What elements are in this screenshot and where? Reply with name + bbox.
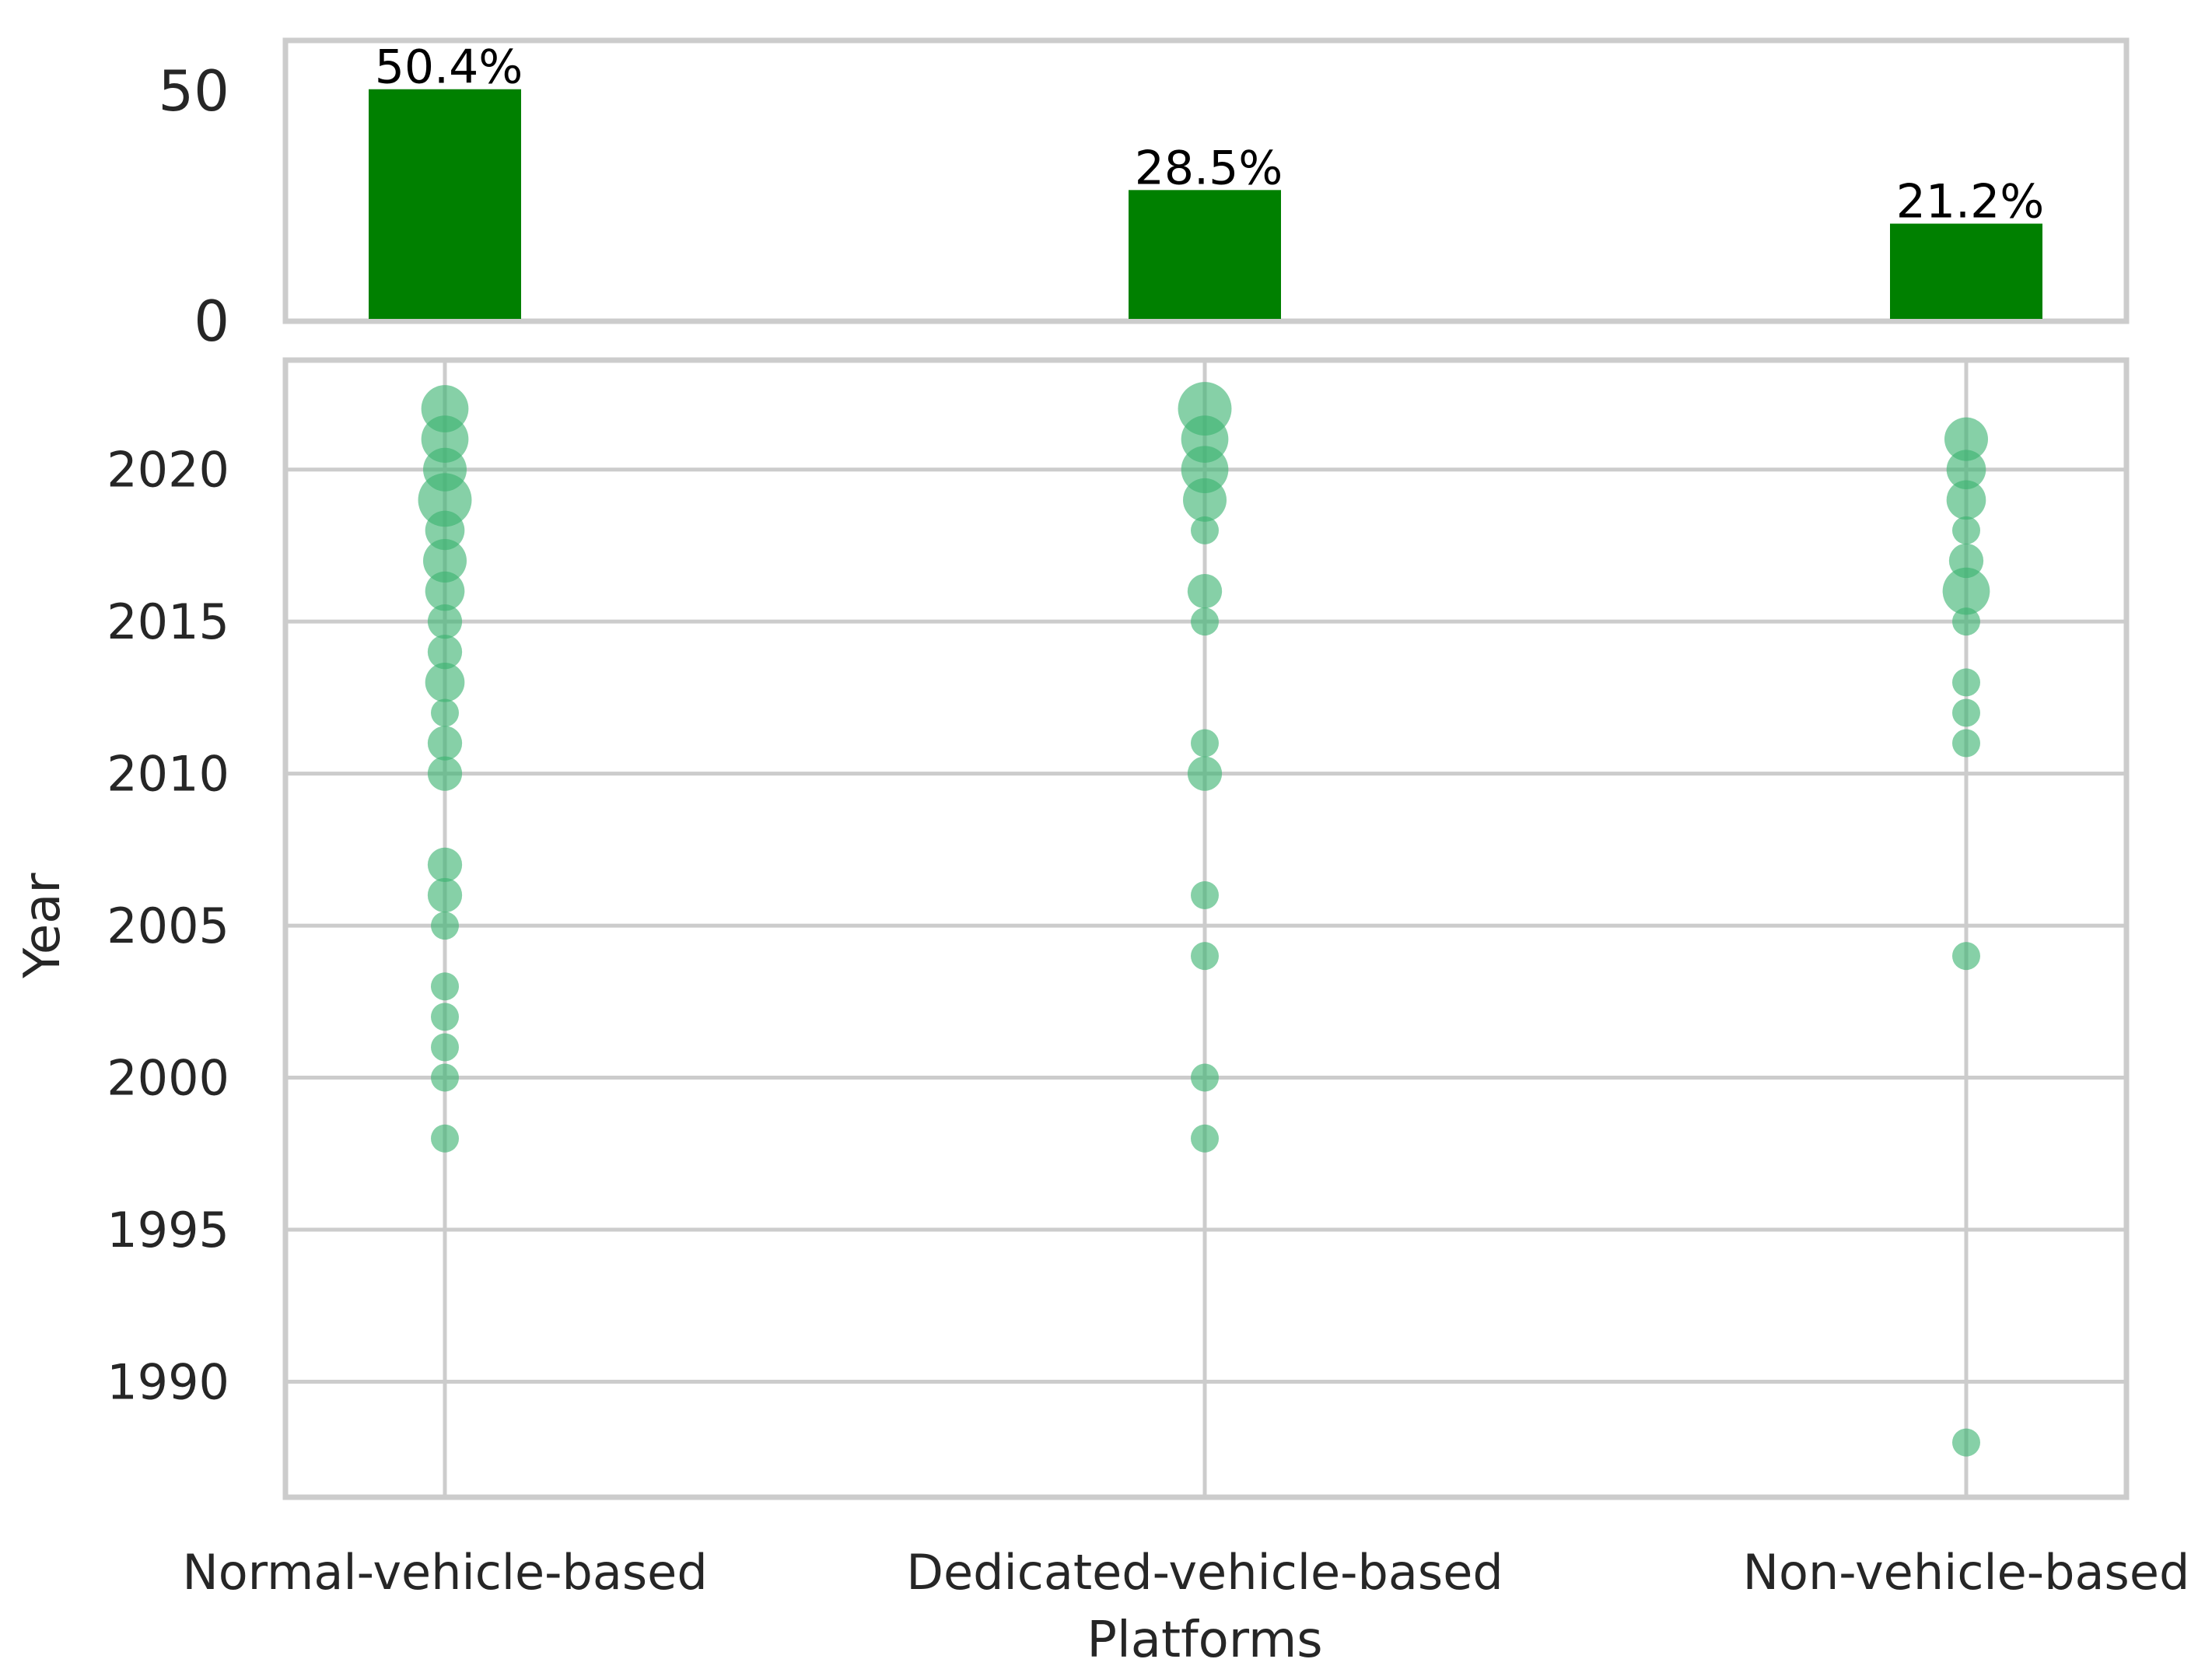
bubble-series [1942,417,1990,1457]
bubble-point [1191,516,1219,544]
bubble-point [431,912,459,940]
bar-data-label: 50.4% [375,40,523,95]
y-tick-label: 2020 [107,442,229,499]
y-axis-title: Year [14,873,72,979]
bubble-point [1191,1063,1219,1092]
bubble-point [1952,607,1980,636]
bubble-point [1181,446,1229,494]
x-axis-title: Platforms [1087,1612,1322,1669]
bubble-point [431,1063,459,1092]
bubble-point [1946,480,1986,520]
bubble-point [1952,698,1980,727]
bubble-point [418,473,472,527]
bubble-point [1191,607,1219,636]
bubble-point [1191,1124,1219,1153]
y-tick-label: 1990 [107,1353,229,1410]
bubble-point [425,510,465,551]
y-tick-label: 2015 [107,593,229,650]
bubble-point [1952,1428,1980,1457]
bubble-point [431,1033,459,1062]
bubble-point [1952,516,1980,544]
bubble-point [1952,729,1980,758]
bubble-point [427,756,463,791]
y-tick-label: 2005 [107,898,229,954]
bubble-point [1183,478,1227,522]
bar-data-label: 21.2% [1896,175,2045,229]
x-tick-label: Non-vehicle-based [1743,1544,2190,1601]
bubble-point [1191,729,1219,758]
y-tick-label: 1995 [107,1202,229,1258]
x-tick-label: Dedicated-vehicle-based [906,1544,1503,1601]
bubble-point [1187,573,1223,609]
bubble-point [431,972,459,1001]
bar [369,89,521,320]
bubble-point [423,539,467,583]
bubble-point [1946,450,1986,490]
bubble-point [427,877,463,913]
bubble-point [1191,881,1219,909]
bubble-point [427,635,463,670]
bubble-point [1944,417,1988,461]
y-tick-label: 2000 [107,1050,229,1107]
bar [1129,190,1281,319]
bubble-point [1942,567,1990,615]
bubble-panel: 1990 1995 2000 2005 2010 2015 2020 Normal-vehic… [107,357,2190,1601]
bar-y-tick-label: 0 [194,289,229,354]
bubble-point [425,663,465,702]
bubble-point [431,698,459,727]
bubble-point [431,1003,459,1031]
bubble-point [427,604,463,639]
bar-panel: 0 50 50.4% 28.5% 21.2% [158,37,2130,354]
bar-panel-frame [282,37,2130,324]
bubble-point [421,415,469,463]
bubble-series [1178,382,1232,1153]
bar [1890,223,2042,319]
bubble-point [1952,942,1980,971]
bubble-series [418,385,472,1153]
bubble-panel-frame [282,357,2130,1500]
y-tick-label: 2010 [107,746,229,803]
bar-y-tick-label: 50 [158,58,229,124]
bar-data-label: 28.5% [1135,141,1283,195]
bubble-point [1191,942,1219,971]
bubble-point [427,847,463,883]
bubble-point [1952,668,1980,697]
bubble-point [427,726,463,761]
bubble-point [1187,756,1223,791]
bubble-point [431,1124,459,1153]
bubble-point [425,571,465,611]
x-tick-label: Normal-vehicle-based [182,1544,707,1601]
